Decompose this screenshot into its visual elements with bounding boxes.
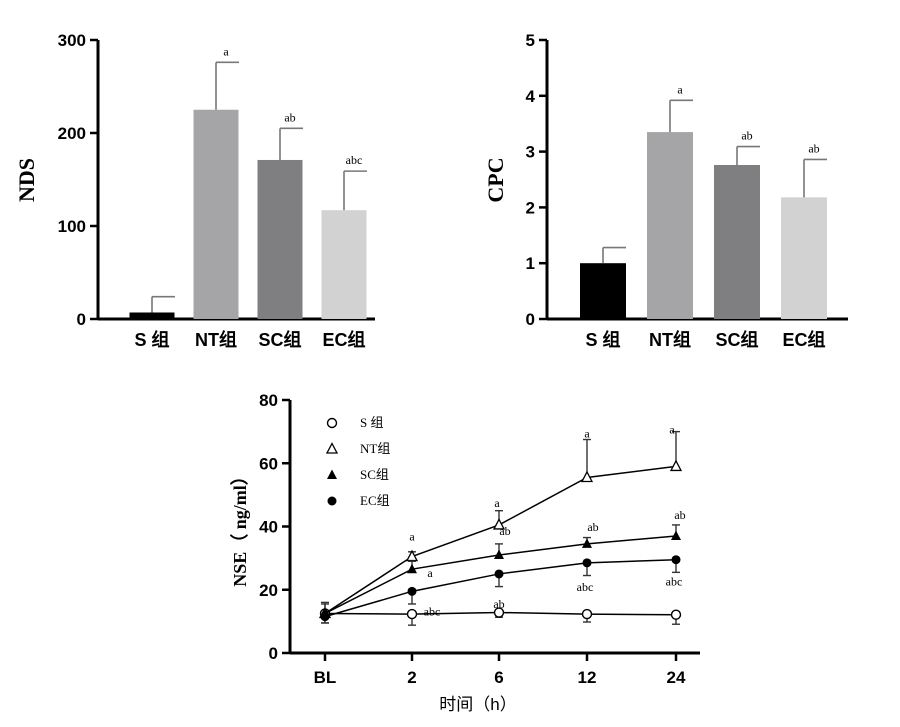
legend-label: NT组 xyxy=(360,441,390,456)
series-4: abc ab abc abc xyxy=(320,555,683,624)
significance-label: abc xyxy=(424,604,441,618)
marker-open-circle xyxy=(581,608,593,620)
significance-label: ab xyxy=(499,524,510,538)
bar-1 xyxy=(580,263,626,319)
y-tick-label: 300 xyxy=(58,31,86,50)
y-tick-label: 60 xyxy=(259,454,278,473)
cpc-bar-chart: CPC 0 1 2 3 4 5 S 组 a NT组 ab SC组 ab EC组 xyxy=(483,31,848,350)
marker-filled-circle xyxy=(582,558,592,568)
significance-label: ab xyxy=(284,110,295,124)
marker-filled-triangle xyxy=(407,563,417,574)
significance-label: a xyxy=(584,426,590,440)
legend-label: SC组 xyxy=(360,467,389,482)
bar-1 xyxy=(129,312,175,319)
significance-label: a xyxy=(223,44,229,58)
category-label: EC组 xyxy=(782,329,825,350)
y-tick-label: 3 xyxy=(526,143,535,162)
series-3: a ab ab ab xyxy=(320,508,686,618)
significance-label: ab xyxy=(493,597,504,611)
x-tick-label: 2 xyxy=(407,668,416,687)
bar-2 xyxy=(193,109,239,319)
x-tick-label: 12 xyxy=(578,668,597,687)
marker-filled-circle xyxy=(494,569,504,579)
y-tick-label: 0 xyxy=(526,310,535,329)
marker-filled-triangle xyxy=(671,530,681,540)
significance-label: ab xyxy=(587,520,598,534)
significance-label: abc xyxy=(577,580,594,594)
bar-4 xyxy=(321,210,367,319)
marker-filled-circle xyxy=(320,612,330,622)
y-tick-label: 5 xyxy=(526,31,535,50)
marker-open-triangle xyxy=(492,518,506,530)
significance-label: abc xyxy=(346,153,363,167)
marker-open-triangle xyxy=(405,549,419,562)
significance-label: ab xyxy=(741,129,752,143)
marker-open-circle xyxy=(670,609,682,620)
category-label: NT组 xyxy=(195,329,237,350)
category-label: S 组 xyxy=(585,329,620,350)
nse-y-axis-label: NSE（ ng/ml） xyxy=(230,467,250,587)
y-tick-label: 0 xyxy=(269,644,278,663)
y-tick-label: 20 xyxy=(259,581,278,600)
category-label: SC组 xyxy=(258,329,301,350)
significance-label: abc xyxy=(666,575,683,589)
category-label: S 组 xyxy=(134,329,169,350)
significance-label: ab xyxy=(674,508,685,522)
marker-open-triangle xyxy=(669,459,683,472)
y-tick-label: 80 xyxy=(259,391,278,410)
marker-open-circle xyxy=(406,608,418,620)
x-tick-label: BL xyxy=(314,668,337,687)
category-label: NT组 xyxy=(649,329,691,350)
y-tick-label: 0 xyxy=(77,310,86,329)
legend-label: S 组 xyxy=(360,415,383,430)
marker-open-triangle xyxy=(325,442,339,454)
significance-label: a xyxy=(427,566,433,580)
marker-filled-triangle xyxy=(327,469,337,479)
bar-3 xyxy=(257,159,303,319)
legend-label: EC组 xyxy=(360,493,390,508)
bar-4 xyxy=(781,197,827,319)
x-tick-label: 6 xyxy=(494,668,503,687)
y-tick-label: 100 xyxy=(58,217,86,236)
marker-filled-circle xyxy=(407,586,417,596)
marker-open-circle xyxy=(326,417,338,429)
marker-open-triangle xyxy=(580,470,594,483)
y-tick-label: 40 xyxy=(259,518,278,537)
significance-label: a xyxy=(409,530,415,544)
category-label: EC组 xyxy=(322,329,365,350)
nse-x-axis-label: 时间（h） xyxy=(439,695,516,714)
marker-open-circle xyxy=(493,607,505,618)
y-tick-label: 1 xyxy=(526,254,535,273)
legend: S 组 NT组 SC组 EC组 xyxy=(325,415,390,508)
y-tick-label: 2 xyxy=(526,198,535,217)
bar-2 xyxy=(647,132,693,319)
significance-label: a xyxy=(494,496,500,510)
nds-bar-chart: NDS 0 100 200 300 S 组 a NT组 ab SC组 abc EC组 xyxy=(14,31,375,350)
y-tick-label: 200 xyxy=(58,124,86,143)
category-label: SC组 xyxy=(715,329,758,350)
nds-y-axis-label: NDS xyxy=(14,158,39,202)
x-tick-label: 24 xyxy=(667,668,686,687)
significance-label: ab xyxy=(808,141,819,155)
significance-label: a xyxy=(677,82,683,96)
marker-filled-circle xyxy=(327,496,337,506)
marker-filled-circle xyxy=(671,555,681,565)
cpc-y-axis-label: CPC xyxy=(483,157,508,202)
y-tick-label: 4 xyxy=(526,87,536,106)
marker-filled-triangle xyxy=(494,549,504,559)
marker-filled-triangle xyxy=(582,538,592,548)
significance-label: a xyxy=(669,422,675,436)
bar-3 xyxy=(714,164,760,319)
series-2: a a a a xyxy=(318,422,683,619)
